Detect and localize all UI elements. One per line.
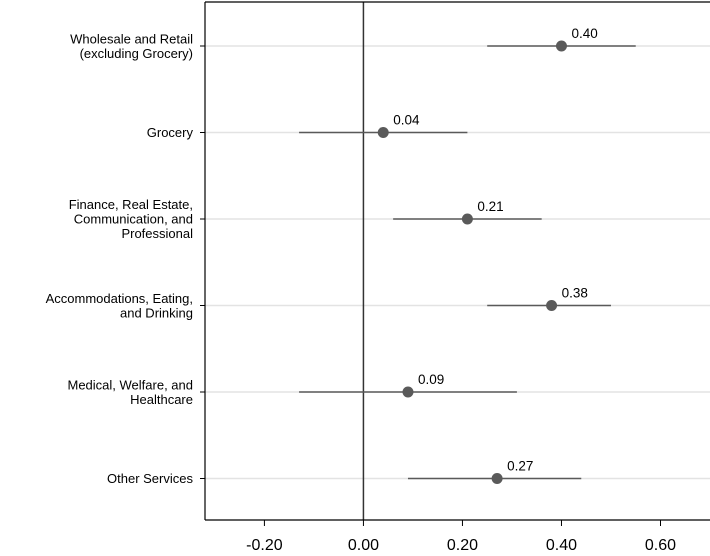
- point-1: [377, 127, 389, 138]
- category-label-line: Other Services: [107, 471, 193, 486]
- category-label-5: Other Services: [107, 471, 193, 486]
- value-label-0: 0.40: [571, 26, 597, 41]
- category-label-1: Grocery: [147, 125, 194, 140]
- category-label-line: Medical, Welfare, and: [68, 377, 194, 392]
- grid-layer: [205, 45, 710, 480]
- x-tick-label-3: 0.40: [546, 537, 577, 554]
- category-label-layer: Wholesale and Retail (excluding Grocery) G…: [46, 31, 194, 486]
- value-label-2: 0.21: [477, 199, 503, 214]
- point-layer: [377, 40, 567, 484]
- category-label-2: Finance, Real Estate, Communication, and P…: [69, 197, 193, 241]
- point-5: [491, 473, 503, 484]
- value-label-5: 0.27: [507, 459, 533, 474]
- point-2: [461, 213, 473, 225]
- value-label-1: 0.04: [393, 113, 420, 128]
- category-label-line: Finance, Real Estate,: [69, 197, 193, 212]
- x-tick-label-1: 0.00: [348, 537, 379, 554]
- category-label-line: (excluding Grocery): [80, 46, 193, 61]
- category-label-3: Accommodations, Eating, and Drinking: [46, 291, 193, 321]
- category-label-line: Wholesale and Retail: [70, 31, 193, 46]
- category-label-4: Medical, Welfare, and Healthcare: [68, 377, 194, 407]
- category-label-0: Wholesale and Retail (excluding Grocery): [70, 31, 193, 61]
- confidence-interval-layer: [299, 45, 636, 480]
- point-3: [546, 300, 558, 311]
- point-4: [402, 386, 414, 398]
- category-label-line: Accommodations, Eating,: [46, 291, 193, 306]
- x-tick-label-0: -0.20: [246, 537, 283, 554]
- category-label-line: Grocery: [147, 125, 194, 140]
- value-label-layer: 0.40 0.04 0.21 0.38 0.09 0.27: [393, 26, 598, 474]
- axis-layer: -0.20 0.00 0.20 0.40 0.60: [200, 1, 710, 554]
- category-label-line: Healthcare: [130, 392, 193, 407]
- point-0: [555, 40, 567, 52]
- value-label-3: 0.38: [562, 286, 588, 301]
- category-label-line: and Drinking: [120, 305, 193, 320]
- x-tick-label-4: 0.60: [645, 537, 676, 554]
- category-label-line: Professional: [121, 226, 193, 241]
- x-tick-label-2: 0.20: [447, 537, 478, 554]
- value-label-4: 0.09: [418, 372, 444, 387]
- category-label-line: Communication, and: [74, 212, 193, 227]
